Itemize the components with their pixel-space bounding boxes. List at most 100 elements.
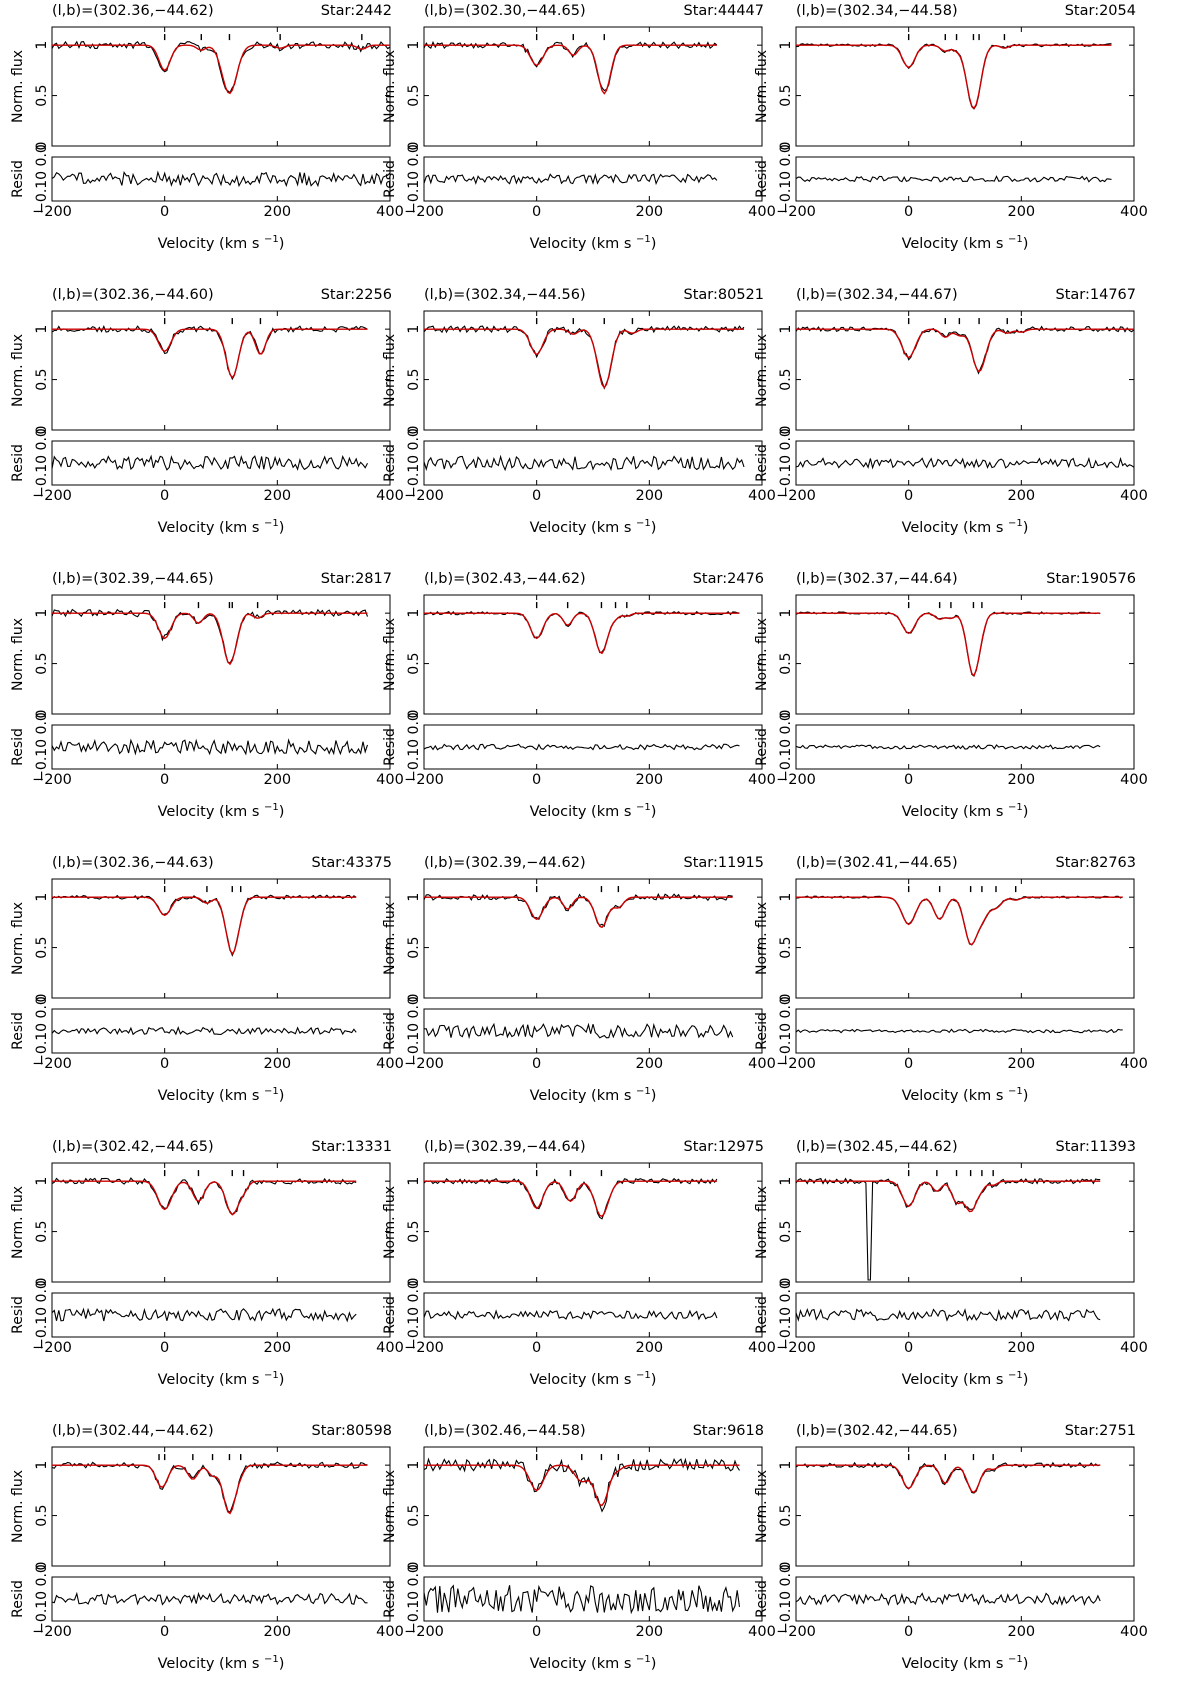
flux-frame — [795, 1162, 1135, 1283]
flux-tick-label: 0 — [778, 710, 794, 719]
residual-line — [423, 1584, 741, 1615]
data-spectrum — [51, 894, 357, 957]
sightline-coordinates: (l,b)=(302.45,−44.62) — [796, 1139, 958, 1155]
model-fit — [424, 896, 733, 929]
flux-tick-label: 0.5 — [406, 84, 422, 106]
spectrum-panel: (l,b)=(302.46,−44.58) Star:9618 1 0.5 0 −0.10… — [380, 1420, 780, 1704]
model-fit — [52, 1180, 357, 1216]
flux-axis-label: Norm. flux — [382, 618, 398, 691]
flux-frame — [423, 1162, 763, 1283]
x-tick-label: 0 — [160, 1624, 169, 1640]
flux-tick-label: 0 — [406, 142, 422, 151]
sightline-coordinates: (l,b)=(302.34,−44.67) — [796, 287, 958, 303]
flux-frame — [423, 310, 763, 431]
resid-tick-label: −0.10 0.0 — [778, 996, 794, 1066]
flux-tick-label: 1 — [34, 609, 50, 618]
flux-tick-label: 0.5 — [778, 936, 794, 958]
flux-axis-label: Norm. flux — [382, 902, 398, 975]
x-tick-label: 0 — [532, 488, 541, 504]
sightline-coordinates: (l,b)=(302.46,−44.58) — [424, 1423, 586, 1439]
resid-tick-label: −0.10 0.0 — [778, 1280, 794, 1350]
x-tick-label: −200 — [32, 1056, 72, 1072]
x-tick-label: 200 — [1007, 1624, 1035, 1640]
residual-line — [51, 454, 368, 471]
resid-tick-label: −0.10 0.0 — [406, 996, 422, 1066]
resid-axis-label: Resid — [10, 160, 26, 198]
model-fit — [796, 612, 1101, 677]
data-spectrum — [795, 1177, 1101, 1281]
model-fit — [796, 1464, 1101, 1494]
spectrum-panel: (l,b)=(302.42,−44.65) Star:2751 1 0.5 0 −0.10… — [752, 1420, 1152, 1704]
flux-frame — [423, 1446, 763, 1567]
flux-tick-label: 0.5 — [34, 1220, 50, 1242]
flux-axis-label: Norm. flux — [382, 50, 398, 123]
x-tick-label: 400 — [1120, 1624, 1148, 1640]
x-tick-label: 200 — [1007, 1340, 1035, 1356]
flux-tick-label: 0 — [406, 994, 422, 1003]
resid-tick-label: −0.10 0.0 — [34, 996, 50, 1066]
flux-axis-label: Norm. flux — [10, 334, 26, 407]
flux-tick-label: 0.5 — [34, 652, 50, 674]
flux-tick-label: 0 — [406, 710, 422, 719]
model-fit — [424, 612, 740, 655]
x-tick-label: 0 — [532, 1624, 541, 1640]
flux-frame — [795, 1446, 1135, 1567]
flux-tick-label: 1 — [778, 1461, 794, 1470]
flux-frame — [51, 310, 391, 431]
star-id: Star:2442 — [320, 3, 392, 19]
data-spectrum — [423, 610, 740, 654]
flux-tick-label: 0.5 — [406, 368, 422, 390]
flux-tick-label: 0 — [34, 142, 50, 151]
flux-axis-label: Norm. flux — [10, 902, 26, 975]
residual-line — [424, 1022, 734, 1040]
x-tick-label: 0 — [532, 772, 541, 788]
residual-line — [795, 456, 1135, 470]
flux-tick-label: 1 — [778, 325, 794, 334]
resid-tick-label: −0.10 0.0 — [34, 144, 50, 214]
x-tick-label: 400 — [748, 488, 776, 504]
sightline-coordinates: (l,b)=(302.36,−44.63) — [52, 855, 214, 871]
x-tick-label: 200 — [263, 1624, 291, 1640]
flux-tick-label: 0.5 — [406, 652, 422, 674]
resid-frame — [51, 440, 391, 486]
flux-tick-label: 1 — [406, 1461, 422, 1470]
x-tick-label: 400 — [748, 1340, 776, 1356]
flux-tick-label: 1 — [778, 609, 794, 618]
model-fit — [424, 1464, 740, 1507]
x-tick-label: 400 — [1120, 488, 1148, 504]
resid-axis-label: Resid — [754, 1012, 770, 1050]
residual-line — [51, 738, 369, 756]
resid-frame — [795, 156, 1135, 202]
x-tick-label: 200 — [263, 204, 291, 220]
x-tick-label: 400 — [748, 1624, 776, 1640]
x-tick-label: 0 — [904, 772, 913, 788]
flux-tick-label: 0 — [34, 710, 50, 719]
data-spectrum — [51, 608, 369, 664]
x-tick-label: 0 — [160, 488, 169, 504]
resid-tick-label: −0.10 0.0 — [778, 1564, 794, 1634]
x-tick-label: 400 — [376, 1624, 404, 1640]
star-id: Star:11915 — [683, 855, 765, 871]
flux-tick-label: 0 — [406, 426, 422, 435]
spectrum-panel: (l,b)=(302.36,−44.63) Star:43375 1 0.5 0 −0.1… — [8, 852, 408, 1136]
spectrum-panel: (l,b)=(302.34,−44.56) Star:80521 1 0.5 0 −0.1… — [380, 284, 780, 568]
sightline-coordinates: (l,b)=(302.44,−44.62) — [52, 1423, 214, 1439]
model-fit — [796, 896, 1123, 946]
flux-tick-label: 1 — [406, 609, 422, 618]
x-axis-label: Velocity (km s −1) — [158, 234, 285, 252]
x-tick-label: 200 — [263, 1056, 291, 1072]
resid-frame — [795, 1576, 1135, 1622]
spectrum-panel: (l,b)=(302.39,−44.65) Star:2817 1 0.5 0 −0.10… — [8, 568, 408, 852]
residual-line — [423, 454, 745, 472]
x-tick-label: −200 — [776, 204, 816, 220]
star-id: Star:43375 — [311, 855, 393, 871]
resid-axis-label: Resid — [754, 1580, 770, 1618]
flux-tick-label: 0.5 — [406, 1504, 422, 1526]
